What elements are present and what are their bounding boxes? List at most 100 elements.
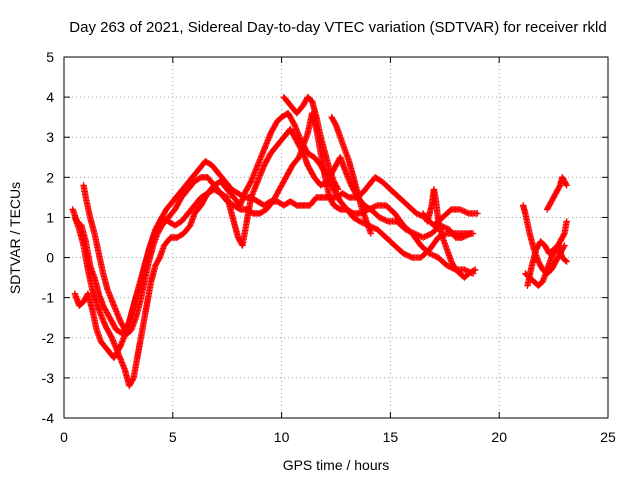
data-point-marker: [414, 231, 421, 239]
y-tick-label: 1: [46, 209, 54, 225]
data-point-marker: [371, 224, 378, 232]
data-point-marker: [560, 231, 567, 239]
data-point-marker: [427, 251, 435, 258]
data-points: [69, 93, 570, 390]
x-tick-label: 25: [600, 429, 616, 445]
data-point-marker: [458, 206, 465, 214]
data-point-marker: [461, 208, 468, 215]
data-point-marker: [334, 184, 341, 192]
data-point-marker: [414, 210, 422, 218]
data-point-marker: [125, 319, 132, 327]
x-tick-label: 15: [383, 429, 399, 445]
data-point-marker: [466, 230, 473, 238]
data-point-marker: [332, 120, 339, 128]
data-point-marker: [382, 216, 389, 224]
data-point-marker: [408, 228, 415, 236]
plot-frame: [63, 56, 609, 419]
data-point-marker: [107, 333, 115, 340]
data-point-marker: [412, 230, 419, 238]
data-point-marker: [404, 252, 412, 259]
data-point-marker: [409, 229, 417, 237]
y-tick-label: -2: [42, 330, 55, 346]
data-point-marker: [380, 216, 388, 223]
data-point-marker: [563, 182, 570, 189]
data-point-marker: [456, 206, 464, 213]
data-point-marker: [430, 252, 438, 259]
data-point-marker: [406, 253, 413, 260]
data-point-marker: [155, 255, 163, 263]
data-point-marker: [424, 232, 431, 239]
data-point-marker: [461, 232, 469, 240]
data-point-marker: [462, 208, 470, 216]
data-point-marker: [383, 217, 390, 224]
data-point-marker: [415, 232, 422, 239]
data-point-marker: [419, 234, 427, 241]
data-point-marker: [407, 253, 414, 261]
data-point-marker: [299, 148, 306, 156]
data-point-marker: [443, 224, 450, 232]
data-point-marker: [422, 232, 430, 240]
y-tick-label: -1: [42, 290, 55, 306]
data-point-marker: [402, 226, 409, 233]
data-point-marker: [400, 250, 407, 257]
y-tick-label: 4: [46, 89, 54, 105]
data-point-marker: [413, 210, 420, 217]
data-point-marker: [129, 376, 137, 383]
data-point-marker: [472, 266, 479, 273]
data-point-marker: [464, 231, 472, 239]
data-point-marker: [463, 232, 470, 239]
data-point-marker: [562, 257, 569, 264]
data-point-marker: [467, 230, 475, 237]
data-point-marker: [379, 215, 386, 222]
data-point-marker: [406, 228, 414, 235]
data-point-marker: [290, 120, 298, 128]
data-point-marker: [411, 230, 418, 237]
y-tick-label: 3: [46, 129, 54, 145]
data-point-marker: [376, 214, 383, 221]
data-point-marker: [429, 251, 436, 259]
x-axis-label: GPS time / hours: [283, 457, 390, 473]
data-point-marker: [403, 251, 410, 259]
y-tick-label: 0: [46, 250, 54, 266]
data-point-marker: [563, 218, 570, 225]
x-tick-label: 5: [169, 429, 177, 445]
chart-title: Day 263 of 2021, Sidereal Day-to-day VTE…: [69, 19, 606, 36]
x-tick-label: 10: [274, 429, 290, 445]
y-tick-label: 2: [46, 169, 54, 185]
data-point-marker: [432, 253, 439, 260]
data-point-marker: [459, 207, 467, 214]
data-point-marker: [562, 180, 570, 188]
data-point-marker: [367, 230, 375, 237]
y-tick-label: -3: [42, 370, 55, 386]
data-point-marker: [247, 179, 254, 186]
y-tick-label: 5: [46, 49, 54, 65]
data-point-marker: [561, 242, 568, 249]
data-point-marker: [464, 209, 471, 216]
data-point-marker: [425, 231, 433, 239]
data-point-marker: [377, 214, 385, 222]
data-point-marker: [474, 210, 481, 217]
data-point-marker: [426, 250, 433, 257]
data-point-marker: [470, 267, 478, 274]
data-point-marker: [356, 218, 364, 225]
data-point-marker: [403, 226, 411, 234]
data-point-marker: [462, 267, 470, 274]
data-point-marker: [371, 203, 378, 210]
data-point-marker: [401, 251, 409, 258]
data-point-marker: [461, 266, 468, 273]
y-tick-label: -4: [42, 410, 55, 426]
data-point-marker: [358, 218, 365, 226]
data-point-marker: [405, 227, 412, 235]
x-tick-label: 0: [60, 429, 68, 445]
data-point-marker: [443, 262, 451, 269]
data-point-marker: [372, 202, 380, 210]
grid-lines: [64, 57, 608, 418]
data-point-marker: [445, 263, 452, 270]
data-point-marker: [460, 233, 467, 241]
data-point-marker: [563, 258, 570, 265]
data-point-marker: [459, 234, 466, 241]
x-tick-label: 20: [491, 429, 507, 445]
data-point-marker: [416, 232, 424, 240]
y-axis-label: SDTVAR / TECUs: [7, 182, 23, 294]
